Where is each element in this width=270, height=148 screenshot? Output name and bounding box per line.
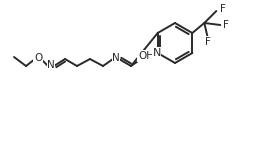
- Text: O: O: [34, 53, 42, 63]
- Text: F: F: [220, 4, 226, 14]
- Text: N: N: [47, 60, 55, 70]
- Text: OH: OH: [138, 51, 154, 61]
- Text: N: N: [153, 48, 161, 58]
- Text: N: N: [112, 53, 120, 63]
- Text: F: F: [205, 37, 211, 47]
- Text: F: F: [223, 20, 229, 30]
